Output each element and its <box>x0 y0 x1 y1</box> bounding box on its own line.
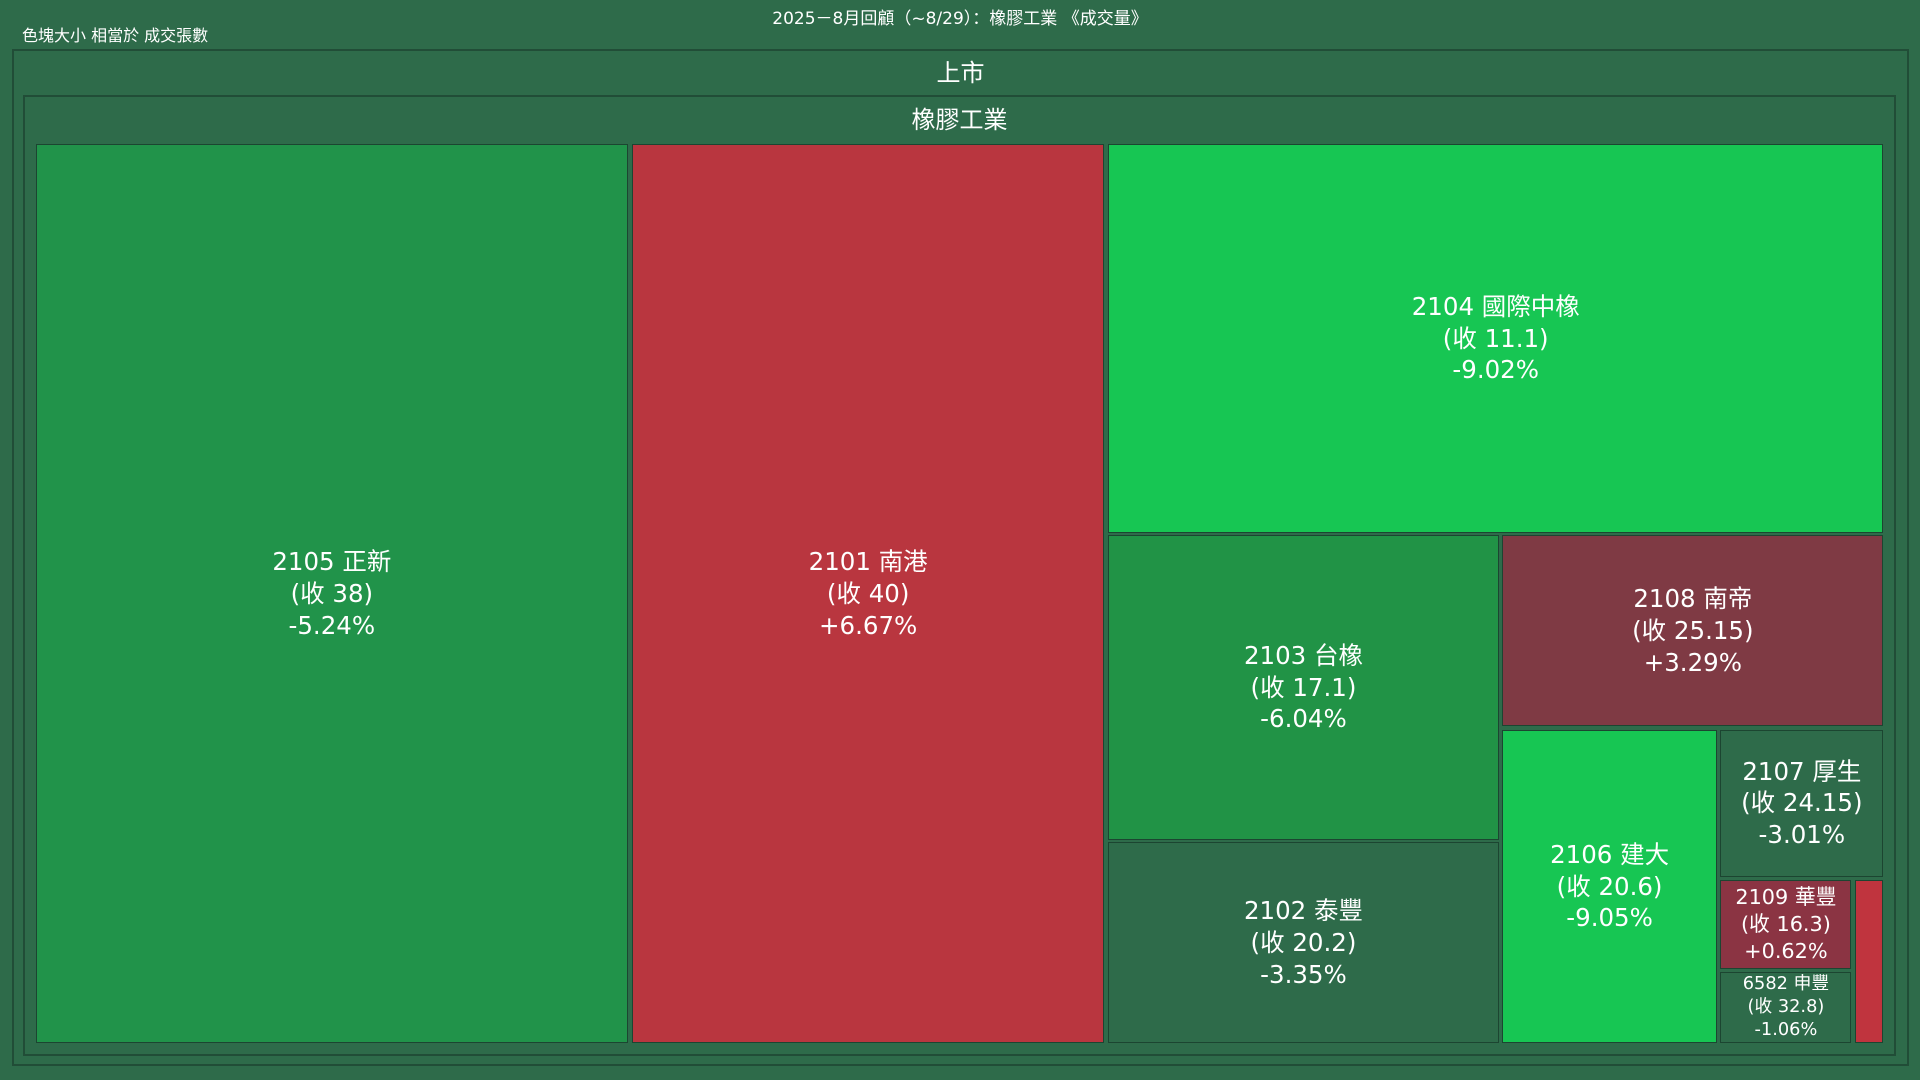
tile-close: (收 32.8) <box>1747 997 1825 1018</box>
tile: 6582 申豐 (收 32.8) -1.06% <box>1720 972 1852 1044</box>
chart-subtitle: 色塊大小 相當於 成交張數 <box>22 26 209 45</box>
tile-label: 2103 台橡 <box>1243 640 1363 670</box>
tile-label: 2107 厚生 <box>1742 756 1862 786</box>
tile-close: (收 17.1) <box>1250 672 1357 702</box>
tile: 2103 台橡 (收 17.1) -6.04% <box>1108 535 1499 840</box>
tile-change: +0.62% <box>1744 939 1828 963</box>
tile-change: +3.29% <box>1643 647 1742 677</box>
tile-change: -3.01% <box>1758 820 1846 850</box>
group-box: 橡膠工業 <box>23 95 1896 1056</box>
tile: 2106 建大 (收 20.6) -9.05% <box>1502 729 1717 1044</box>
tile-close: (收 20.6) <box>1556 871 1663 901</box>
tile-close: (收 11.1) <box>1442 323 1549 353</box>
tile-close: (收 20.2) <box>1250 927 1357 957</box>
chart-title: 2025－8月回顧（~8/29）：橡膠工業 《成交量》 <box>772 9 1148 29</box>
tile: 2102 泰豐 (收 20.2) -3.35% <box>1108 842 1499 1044</box>
tile-change: -5.24% <box>288 610 376 640</box>
tile-close: (收 16.3) <box>1740 911 1831 936</box>
root-label: 上市 <box>936 59 985 87</box>
tile: 2108 南帝 (收 25.15) +3.29% <box>1502 535 1884 727</box>
tile-close: (收 40) <box>826 578 910 608</box>
root-box: 上市 <box>12 49 1909 1066</box>
tile: 2107 厚生 (收 24.15) -3.01% <box>1720 729 1884 877</box>
tile-change: -9.02% <box>1452 355 1539 385</box>
tile: 2104 國際中橡 (收 11.1) -9.02% <box>1108 144 1884 533</box>
tile-change: +6.67% <box>819 610 918 640</box>
tile: 2101 南港 (收 40) +6.67% <box>631 144 1105 1044</box>
tile: 2109 華豐 (收 16.3) +0.62% <box>1720 880 1852 969</box>
tile-label: 2104 國際中橡 <box>1411 291 1580 321</box>
tile-change: -3.35% <box>1260 959 1347 989</box>
tile-close: (收 24.15) <box>1741 788 1863 818</box>
tile-label: 2109 華豐 <box>1735 884 1837 909</box>
tile-label: 2102 泰豐 <box>1243 896 1363 926</box>
tile-close: (收 25.15) <box>1632 615 1754 645</box>
tile-change: -9.05% <box>1566 903 1653 933</box>
tile-label: 2105 正新 <box>272 547 392 577</box>
tile-change: -1.06% <box>1754 1020 1818 1041</box>
tile-label: 6582 申豐 <box>1742 974 1830 995</box>
tile: 2105 正新 (收 38) -5.24% <box>35 144 629 1044</box>
tile <box>1855 880 1884 1044</box>
tile-label: 2106 建大 <box>1550 839 1670 869</box>
tile-change: -6.04% <box>1260 704 1347 734</box>
group-label: 橡膠工業 <box>911 106 1008 134</box>
tile-close: (收 38) <box>290 578 374 608</box>
tile-label: 2108 南帝 <box>1633 583 1753 613</box>
tile-label: 2101 南港 <box>808 547 928 577</box>
